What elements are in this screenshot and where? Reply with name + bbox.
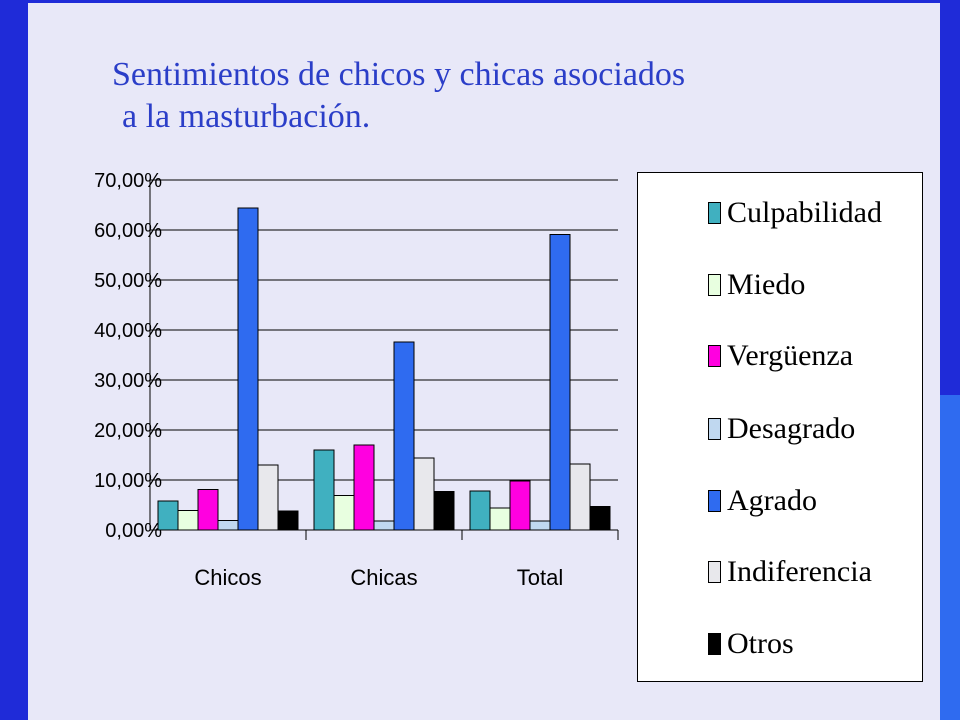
legend-label: Miedo [727,268,806,301]
bar-vergüenza-total [509,480,531,531]
bar-desagrado-chicas [373,520,395,531]
legend-item: Miedo [708,265,805,305]
bar-vergüenza-chicas [353,444,375,531]
bar-agrado-chicos [237,207,259,531]
bar-desagrado-total [529,520,551,531]
axes [149,180,619,540]
bar-indiferencia-chicas [413,457,435,531]
y-tick-label: 70,00% [94,170,162,192]
y-tick-label: 60,00% [94,220,162,242]
legend-swatch [708,274,721,296]
legend-label: Culpabilidad [727,196,882,229]
x-tick-label: Chicas [350,565,417,590]
x-tick-label: Total [517,565,563,590]
bar-vergüenza-chicos [197,489,219,531]
bar-miedo-chicos [177,510,199,531]
legend-swatch [708,418,721,440]
decorative-side-bar [940,395,960,720]
legend-item: Culpabilidad [708,193,882,233]
legend-swatch [708,633,721,655]
legend-item: Desagrado [708,409,855,449]
legend-swatch [708,561,721,583]
y-tick-label: 20,00% [94,420,162,442]
bar-otros-chicas [433,491,455,531]
bar-culpabilidad-total [469,490,491,531]
legend-item: Indiferencia [708,552,872,592]
bar-culpabilidad-chicas [313,449,335,531]
y-tick-labels: 0,00% 10,00% 20,00% 30,00% 40,00% 50,00% 60,00… [94,170,162,542]
y-tick-label: 30,00% [94,370,162,392]
x-tick-labels: Chicos Chicas Total [194,565,563,590]
legend-item: Vergüenza [708,336,853,376]
bar-miedo-total [489,507,511,531]
legend-label: Desagrado [727,412,856,445]
bar-culpabilidad-chicos [157,500,179,531]
y-tick-label: 50,00% [94,270,162,292]
legend-label: Indiferencia [727,555,872,588]
legend-label: Agrado [727,484,817,517]
bar-desagrado-chicos [217,520,239,531]
chart-legend: Culpabilidad Miedo Vergüenza Desagrado Agrad… [637,172,923,682]
y-tick-label: 0,00% [105,520,162,542]
bar-indiferencia-chicos [257,464,279,531]
bar-otros-total [589,506,611,531]
legend-swatch [708,202,721,224]
bar-otros-chicos [277,510,299,531]
legend-swatch [708,345,721,367]
gridlines [150,179,618,481]
bar-indiferencia-total [569,463,591,531]
legend-label: Otros [727,627,794,660]
slide-title-line-1: Sentimientos de chicos y chicas asociado… [112,56,686,93]
legend-item: Otros [708,624,794,664]
bar-miedo-chicas [333,495,355,531]
legend-swatch [708,490,721,512]
slide-title-line-2: a la masturbación. [122,98,371,136]
y-tick-label: 40,00% [94,320,162,342]
bar-agrado-total [549,234,571,531]
legend-item: Agrado [708,481,817,521]
slide-title: Sentimientos de chicos y chicas asociado… [112,54,892,138]
bar-agrado-chicas [393,341,415,531]
x-tick-label: Chicos [194,565,261,590]
bars [157,207,611,531]
y-tick-label: 10,00% [94,470,162,492]
legend-label: Vergüenza [727,339,854,372]
